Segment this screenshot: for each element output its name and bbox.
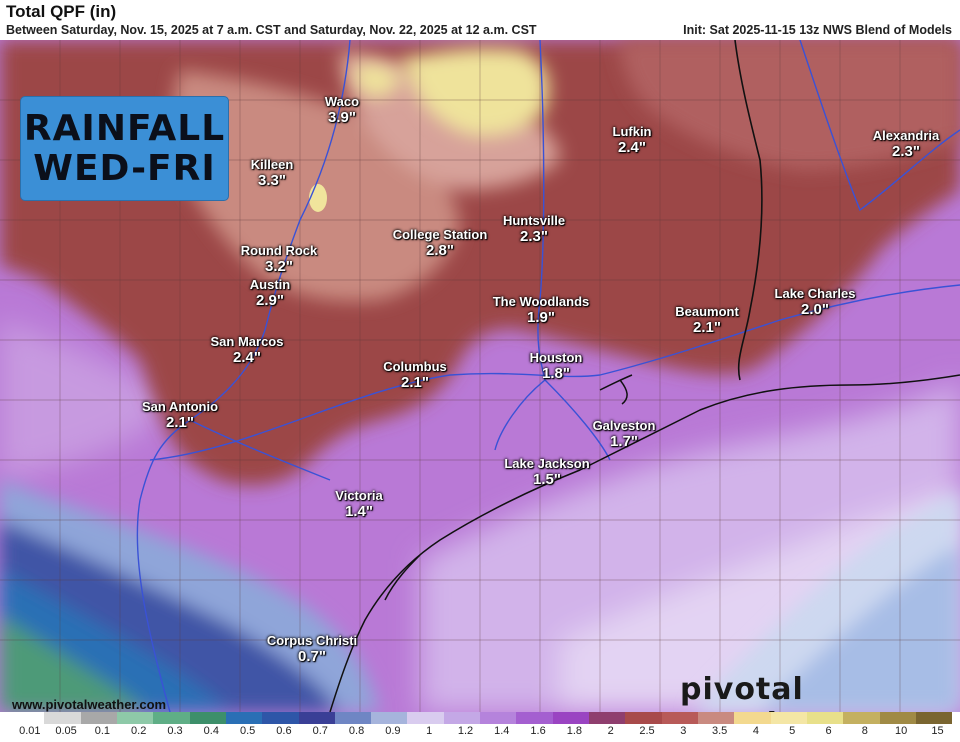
- legend-label: 0.7: [312, 725, 328, 737]
- legend-swatch: [407, 712, 444, 724]
- legend-label: 0.2: [131, 725, 147, 737]
- legend-label: 1.8: [566, 725, 583, 737]
- legend-swatch: [879, 712, 916, 724]
- city-label-columbus: Columbus 2.1": [383, 359, 447, 391]
- legend-label: 0.9: [385, 725, 401, 737]
- legend-swatch: [153, 712, 190, 724]
- city-label-austin: Austin 2.9": [249, 277, 291, 309]
- legend-swatch: [80, 712, 117, 724]
- city-label-galveston: Galveston 1.7": [592, 418, 656, 450]
- city-label-victoria: Victoria 1.4": [335, 488, 383, 520]
- legend-swatch: [44, 712, 81, 724]
- city-label-houston: Houston 1.8": [529, 350, 583, 382]
- legend-label: 0.3: [167, 725, 183, 737]
- color-legend: 0.01 0.05 0.1 0.2 0.3 0.4 0.5 0.6 0.7 0.8 0.9 1 1.2 1…: [0, 712, 960, 742]
- legend-label: 3.5: [711, 725, 728, 737]
- legend-label: 0.4: [203, 725, 219, 737]
- city-label-alexandria: Alexandria 2.3": [872, 128, 940, 160]
- legend-label: 0.5: [239, 725, 256, 737]
- city-label-beaumont: Beaumont 2.1": [675, 304, 739, 336]
- rainfall-badge: RAINFALL WED-FRI: [20, 96, 229, 201]
- legend-label: 0.1: [94, 725, 111, 737]
- city-label-college-station: College Station 2.8": [392, 227, 488, 259]
- legend-swatch: [625, 712, 662, 724]
- legend-label: 2.5: [639, 725, 655, 737]
- legend-label: 15: [931, 725, 944, 737]
- source-url: www.pivotalweather.com: [12, 697, 167, 712]
- legend-swatch: [516, 712, 553, 724]
- legend-label: 0.01: [19, 725, 41, 737]
- precipitation-map: RAINFALL WED-FRI: [0, 40, 960, 712]
- city-label-corpus-christi: Corpus Christi 0.7": [266, 633, 358, 665]
- legend-swatch: [443, 712, 481, 724]
- legend-swatch: [697, 712, 735, 724]
- legend-swatch: [661, 712, 698, 724]
- legend-swatch: [480, 712, 517, 724]
- legend-swatch: [734, 712, 771, 724]
- legend-label: 8: [861, 725, 868, 737]
- legend-label: 1: [426, 725, 433, 737]
- legend-swatch: [843, 712, 880, 724]
- legend-label: 1.2: [457, 725, 474, 737]
- badge-line-1: RAINFALL: [23, 107, 226, 149]
- legend-swatch: [8, 712, 45, 724]
- legend-label: 1.4: [494, 725, 510, 737]
- legend-label: 0.05: [55, 725, 77, 737]
- city-label-san-marcos: San Marcos 2.4": [210, 334, 284, 366]
- legend-swatch: [262, 712, 299, 724]
- legend-swatch: [189, 712, 226, 724]
- map-header: Total QPF (in) Between Saturday, Nov. 15…: [0, 0, 960, 40]
- city-label-san-antonio: San Antonio 2.1": [141, 399, 219, 431]
- legend-swatch: [770, 712, 807, 724]
- legend-label: 3: [680, 725, 687, 737]
- legend-label: 10: [895, 725, 908, 737]
- city-label-waco: Waco 3.9": [324, 94, 360, 126]
- city-label-lake-charles: Lake Charles 2.0": [774, 286, 856, 318]
- map-title: Total QPF (in): [6, 2, 117, 21]
- city-label-round-rock: Round Rock 3.2": [240, 243, 318, 275]
- legend-label: 6: [825, 725, 832, 737]
- city-label-lufkin: Lufkin 2.4": [612, 124, 652, 156]
- legend-swatch: [225, 712, 263, 724]
- legend-label: 1.6: [530, 725, 546, 737]
- city-label-lake-jackson: Lake Jackson 1.5": [504, 456, 590, 488]
- legend-swatch: [298, 712, 335, 724]
- legend-label: 0.6: [276, 725, 292, 737]
- city-label-killeen: Killeen 3.3": [250, 157, 294, 189]
- legend-swatch: [806, 712, 844, 724]
- model-init-text: Init: Sat 2025-11-15 13z NWS Blend of Mo…: [683, 23, 952, 37]
- valid-period-text: Between Saturday, Nov. 15, 2025 at 7 a.m…: [6, 23, 537, 37]
- legend-label: 2: [607, 725, 614, 737]
- legend-label: 4: [752, 725, 759, 737]
- qpf-field: [0, 40, 960, 712]
- badge-line-2: WED-FRI: [33, 147, 216, 189]
- city-label-the-woodlands: The Woodlands 1.9": [492, 294, 590, 326]
- legend-swatch: [116, 712, 154, 724]
- legend-label: 0.8: [348, 725, 365, 737]
- legend-swatch: [371, 712, 408, 724]
- legend-swatch: [552, 712, 589, 724]
- legend-swatch: [589, 712, 626, 724]
- legend-label: 5: [789, 725, 796, 737]
- legend-swatch: [334, 712, 372, 724]
- legend-color-bar: [8, 712, 953, 724]
- city-label-huntsville: Huntsville 2.3": [502, 213, 566, 245]
- legend-swatch: [915, 712, 953, 724]
- legend-labels: 0.01 0.05 0.1 0.2 0.3 0.4 0.5 0.6 0.7 0.8 0.9 1 1.2 1…: [8, 725, 952, 741]
